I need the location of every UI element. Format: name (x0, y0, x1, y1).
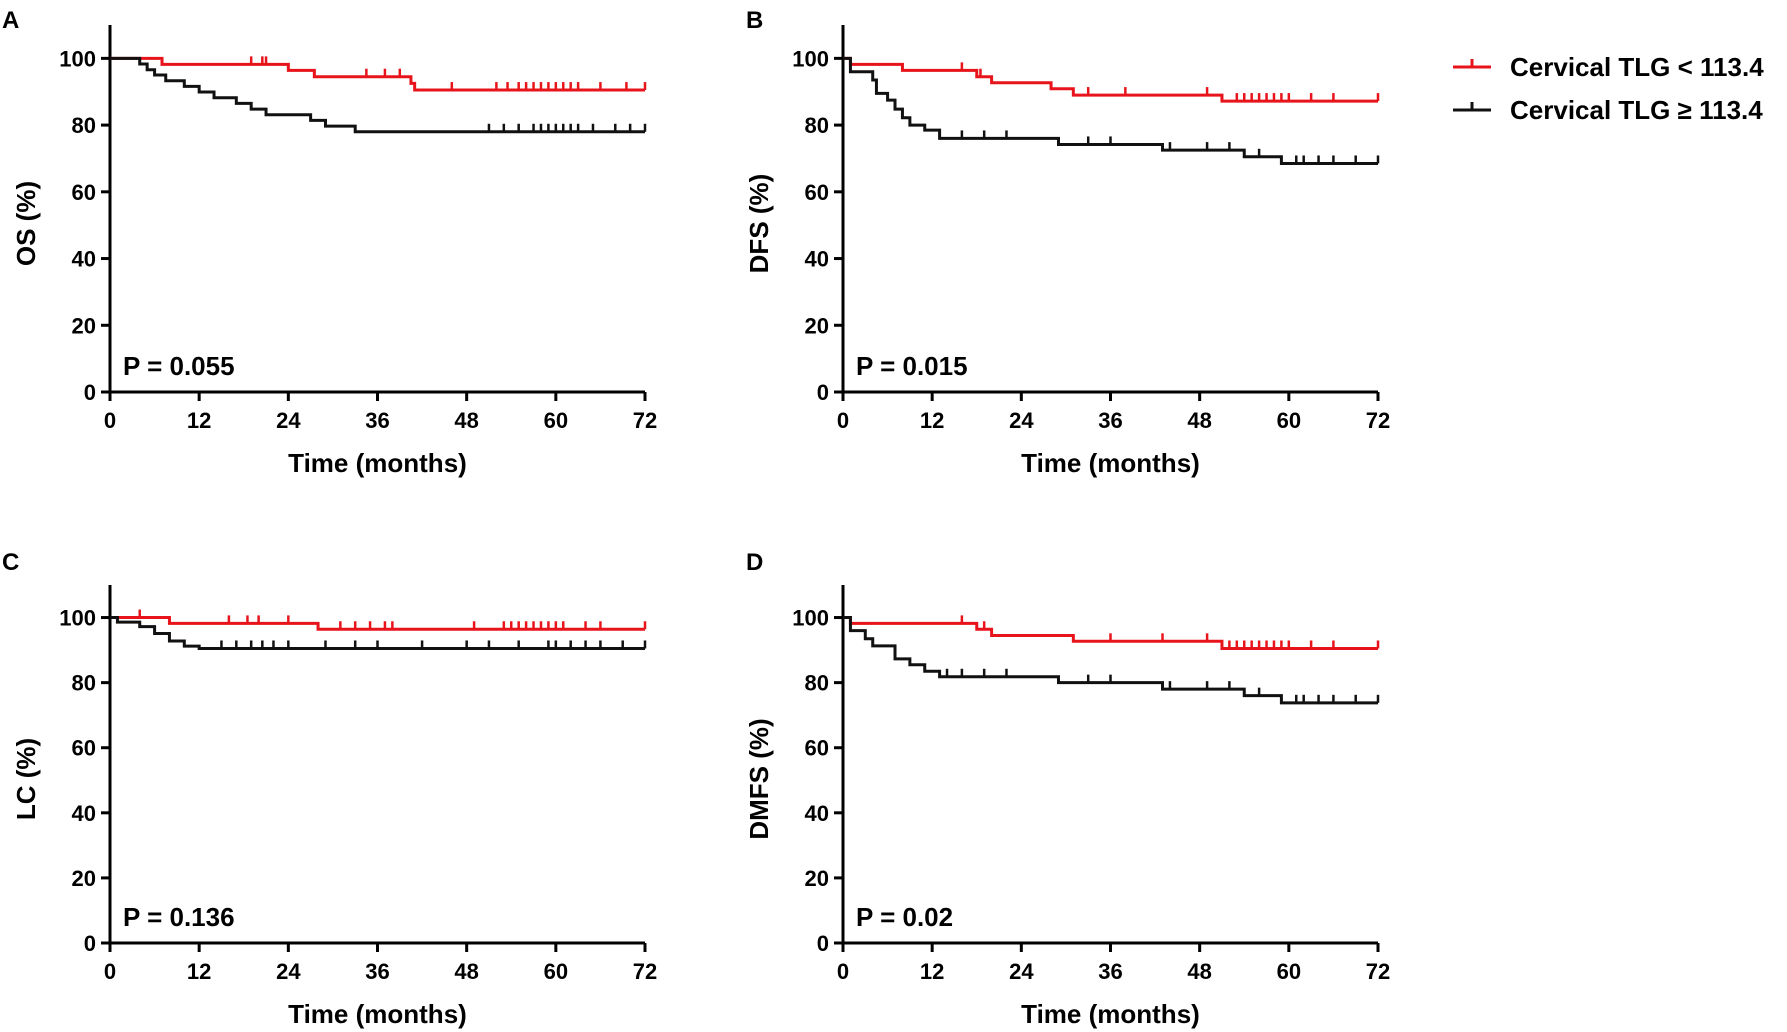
survival-curve-high-tlg-a (110, 56, 645, 134)
y-axis-title-c: LC (%) (11, 738, 41, 820)
y-axis-title-b: DFS (%) (744, 174, 774, 274)
x-tick-label-a: 72 (633, 408, 657, 433)
y-tick-label-d: 0 (817, 931, 829, 956)
legend: Cervical TLG < 113.4 Cervical TLG ≥ 113.… (1453, 52, 1764, 125)
panel-a: A 0 12 24 36 48 60 72 0 20 40 60 80 100 Time (months) O… (2, 7, 657, 478)
y-tick-label-d: 40 (805, 801, 829, 826)
legend-label-low-tlg: Cervical TLG < 113.4 (1510, 52, 1764, 82)
x-tick-label-b: 12 (920, 408, 944, 433)
x-tick-label-d: 72 (1366, 959, 1390, 984)
y-tick-label-b: 100 (792, 46, 829, 71)
x-tick-label-b: 24 (1009, 408, 1034, 433)
x-tick-label-b: 72 (1366, 408, 1390, 433)
x-tick-label-a: 36 (365, 408, 389, 433)
x-tick-label-a: 0 (104, 408, 116, 433)
x-tick-label-b: 36 (1098, 408, 1122, 433)
x-tick-label-c: 72 (633, 959, 657, 984)
x-tick-label-a: 24 (276, 408, 301, 433)
y-tick-label-a: 100 (59, 46, 96, 71)
y-tick-label-d: 20 (805, 866, 829, 891)
panel-b: B 0 12 24 36 48 60 72 0 20 40 60 80 100 Time (months) D… (744, 7, 1390, 478)
y-tick-label-a: 20 (72, 313, 96, 338)
y-tick-label-c: 40 (72, 801, 96, 826)
y-tick-label-b: 80 (805, 113, 829, 138)
panel-label-a: A (2, 7, 19, 34)
x-tick-label-d: 60 (1277, 959, 1301, 984)
survival-curve-low-tlg-a (110, 56, 645, 92)
survival-curve-high-tlg-c (110, 616, 645, 650)
y-tick-label-a: 80 (72, 113, 96, 138)
x-tick-label-d: 48 (1187, 959, 1211, 984)
y-tick-label-d: 100 (792, 606, 829, 631)
x-axis-title-d: Time (months) (1021, 999, 1200, 1029)
x-tick-label-a: 12 (187, 408, 211, 433)
x-tick-label-c: 36 (365, 959, 389, 984)
x-tick-label-c: 0 (104, 959, 116, 984)
y-tick-label-c: 20 (72, 866, 96, 891)
y-tick-label-a: 40 (72, 247, 96, 272)
survival-curve-low-tlg-b (843, 56, 1378, 103)
panel-label-c: C (2, 549, 19, 576)
y-axis-title-a: OS (%) (11, 181, 41, 266)
p-value-c: P = 0.136 (123, 902, 235, 932)
x-tick-label-a: 48 (454, 408, 478, 433)
x-tick-label-c: 12 (187, 959, 211, 984)
y-tick-label-b: 0 (817, 380, 829, 405)
x-axis-title-a: Time (months) (288, 448, 467, 478)
x-tick-label-c: 48 (454, 959, 478, 984)
y-tick-label-c: 80 (72, 671, 96, 696)
panel-label-d: D (746, 549, 763, 576)
x-axis-title-b: Time (months) (1021, 448, 1200, 478)
y-tick-label-b: 60 (805, 180, 829, 205)
panel-d: D 0 12 24 36 48 60 72 0 20 40 60 80 100 Time (months) D… (744, 549, 1390, 1029)
y-tick-label-a: 0 (84, 380, 96, 405)
y-tick-label-d: 80 (805, 671, 829, 696)
x-tick-label-d: 36 (1098, 959, 1122, 984)
y-tick-label-b: 40 (805, 247, 829, 272)
x-tick-label-c: 60 (544, 959, 568, 984)
survival-curve-high-tlg-d (843, 616, 1378, 705)
p-value-a: P = 0.055 (123, 351, 235, 381)
x-tick-label-d: 12 (920, 959, 944, 984)
panel-c: C 0 12 24 36 48 60 72 0 20 40 60 80 100 Time (months) L… (2, 549, 657, 1029)
panel-label-b: B (746, 7, 763, 34)
y-tick-label-d: 60 (805, 736, 829, 761)
y-tick-label-c: 60 (72, 736, 96, 761)
x-tick-label-c: 24 (276, 959, 301, 984)
survival-curve-high-tlg-b (843, 56, 1378, 165)
x-tick-label-b: 0 (837, 408, 849, 433)
x-tick-label-d: 24 (1009, 959, 1034, 984)
y-tick-label-c: 0 (84, 931, 96, 956)
y-tick-label-a: 60 (72, 180, 96, 205)
legend-label-high-tlg: Cervical TLG ≥ 113.4 (1510, 95, 1763, 125)
y-tick-label-c: 100 (59, 606, 96, 631)
x-axis-title-c: Time (months) (288, 999, 467, 1029)
y-axis-title-d: DMFS (%) (744, 718, 774, 839)
x-tick-label-b: 60 (1277, 408, 1301, 433)
y-tick-label-b: 20 (805, 313, 829, 338)
x-tick-label-a: 60 (544, 408, 568, 433)
x-tick-label-d: 0 (837, 959, 849, 984)
survival-curve-low-tlg-d (843, 616, 1378, 650)
p-value-b: P = 0.015 (856, 351, 968, 381)
x-tick-label-b: 48 (1187, 408, 1211, 433)
p-value-d: P = 0.02 (856, 902, 953, 932)
survival-curve-low-tlg-c (110, 616, 645, 631)
